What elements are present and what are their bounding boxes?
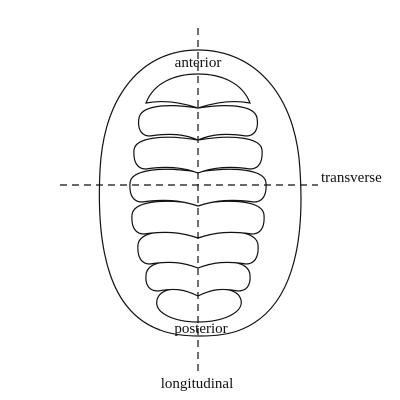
shell-plate-2: [137, 105, 259, 141]
posterior-label: posterior: [174, 321, 227, 337]
shell-plates: [129, 73, 267, 323]
girdle-outline: [98, 49, 302, 337]
longitudinal-label: longitudinal: [161, 376, 234, 392]
anterior-label: anterior: [175, 55, 222, 71]
transverse-label: transverse: [321, 170, 382, 186]
